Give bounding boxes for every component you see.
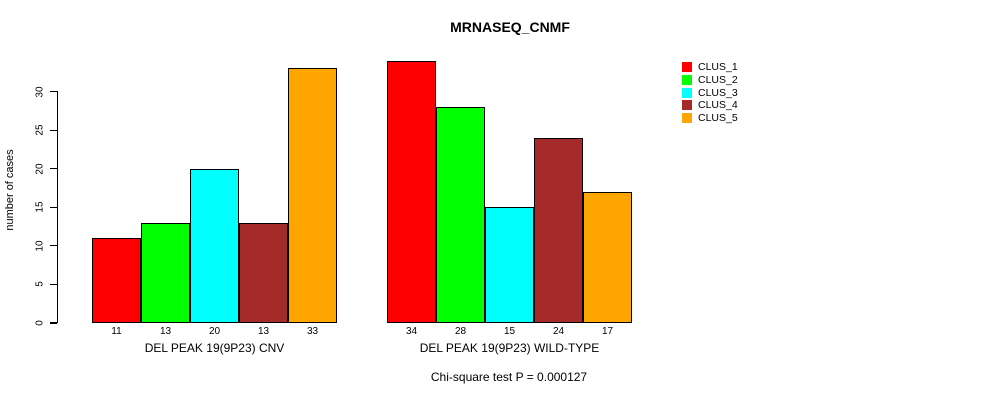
legend-swatch-CLUS_1 (682, 62, 692, 73)
group-label: DEL PEAK 19(9P23) CNV (144, 341, 285, 355)
bar-CLUS_4 (239, 222, 288, 323)
y-axis-tick-label: 25 (34, 124, 46, 136)
bar-value-label: 24 (552, 326, 565, 337)
legend-swatch-CLUS_3 (682, 87, 692, 98)
legend-swatch-CLUS_4 (682, 100, 692, 111)
bar-CLUS_5 (583, 191, 632, 323)
legend-label: CLUS_1 (698, 61, 738, 74)
group-label: DEL PEAK 19(9P23) WILD-TYPE (419, 341, 600, 355)
bar-value-label: 15 (503, 326, 516, 337)
legend-entry-CLUS_4: CLUS_4 (682, 99, 738, 112)
legend-label: CLUS_5 (698, 112, 738, 125)
chart-title: MRNASEQ_CNMF (450, 19, 570, 35)
y-axis-tick (50, 322, 57, 324)
bar-CLUS_5 (288, 68, 337, 323)
legend-label: CLUS_4 (698, 99, 738, 112)
y-axis-tick-label: 0 (34, 320, 46, 326)
legend-label: CLUS_2 (698, 74, 738, 87)
chi-square-annotation: Chi-square test P = 0.000127 (430, 370, 588, 384)
y-axis-tick (50, 245, 57, 247)
bar-value-label: 17 (601, 326, 614, 337)
y-axis-tick (50, 90, 57, 93)
y-axis-tick (50, 168, 57, 170)
legend-swatch-CLUS_5 (682, 113, 692, 124)
y-axis-tick (50, 283, 57, 285)
y-axis-tick-label: 5 (34, 281, 46, 288)
bar-CLUS_3 (485, 207, 534, 323)
bar-value-label: 13 (257, 326, 270, 337)
y-axis-tick-label: 20 (34, 163, 46, 175)
bar-value-label: 34 (405, 326, 418, 337)
bar-CLUS_1 (387, 60, 436, 323)
legend: CLUS_1 CLUS_2 CLUS_3 CLUS_4 CLUS_5 (682, 61, 738, 124)
bar-CLUS_2 (436, 106, 485, 323)
y-axis-tick-label: 10 (34, 240, 46, 252)
bar-CLUS_1 (92, 238, 141, 323)
bar-value-label: 13 (159, 326, 172, 337)
bar-value-label: 11 (111, 326, 122, 337)
bar-CLUS_4 (534, 137, 583, 323)
legend-swatch-CLUS_2 (682, 75, 692, 86)
legend-label: CLUS_3 (698, 86, 738, 99)
bar-value-label: 28 (454, 326, 467, 337)
y-axis-line (56, 91, 58, 324)
y-axis-tick-label: 30 (34, 85, 46, 98)
legend-entry-CLUS_3: CLUS_3 (682, 86, 738, 99)
y-axis-label: number of cases (4, 149, 16, 231)
bar-CLUS_3 (190, 168, 239, 323)
y-axis-tick (50, 206, 57, 208)
bar-value-label: 33 (306, 326, 319, 337)
legend-entry-CLUS_2: CLUS_2 (682, 74, 738, 87)
legend-entry-CLUS_5: CLUS_5 (682, 112, 738, 125)
y-axis-tick-label: 15 (34, 201, 46, 213)
bar-value-label: 20 (208, 326, 221, 337)
y-axis-tick (50, 129, 57, 131)
bar-CLUS_2 (141, 222, 190, 323)
legend-entry-CLUS_1: CLUS_1 (682, 61, 738, 74)
